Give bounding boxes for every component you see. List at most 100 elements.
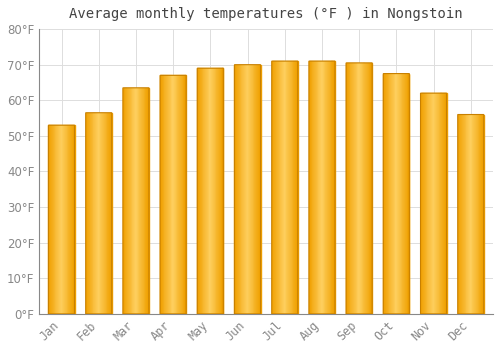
Bar: [142, 88, 143, 314]
Bar: [212, 68, 213, 314]
Bar: [204, 68, 205, 314]
Bar: [460, 114, 461, 314]
Bar: [237, 65, 238, 314]
Bar: [243, 65, 244, 314]
Bar: [309, 61, 310, 314]
Bar: [463, 114, 464, 314]
Bar: [160, 75, 161, 314]
Bar: [134, 88, 135, 314]
Bar: [361, 63, 362, 314]
Bar: [472, 114, 474, 314]
Bar: [88, 113, 89, 314]
Bar: [466, 114, 468, 314]
Bar: [66, 125, 68, 314]
Bar: [425, 93, 426, 314]
Bar: [89, 113, 90, 314]
Bar: [105, 113, 106, 314]
Bar: [167, 75, 168, 314]
Bar: [477, 114, 478, 314]
Bar: [400, 74, 402, 314]
Bar: [127, 88, 128, 314]
Bar: [360, 63, 361, 314]
Bar: [205, 68, 206, 314]
Bar: [314, 61, 315, 314]
Bar: [50, 125, 51, 314]
Bar: [246, 65, 248, 314]
Bar: [291, 61, 292, 314]
Bar: [284, 61, 286, 314]
Bar: [65, 125, 66, 314]
Bar: [470, 114, 471, 314]
Bar: [397, 74, 398, 314]
Bar: [313, 61, 314, 314]
Bar: [295, 61, 296, 314]
Bar: [316, 61, 317, 314]
Bar: [347, 63, 348, 314]
Bar: [296, 61, 297, 314]
Bar: [238, 65, 239, 314]
Bar: [56, 125, 57, 314]
Bar: [182, 75, 184, 314]
Bar: [469, 114, 470, 314]
Bar: [352, 63, 353, 314]
Bar: [161, 75, 162, 314]
Bar: [108, 113, 109, 314]
Bar: [52, 125, 53, 314]
Bar: [292, 61, 294, 314]
Bar: [144, 88, 146, 314]
Bar: [111, 113, 112, 314]
Bar: [207, 68, 208, 314]
Bar: [440, 93, 442, 314]
Bar: [245, 65, 246, 314]
Bar: [362, 63, 364, 314]
Bar: [239, 65, 240, 314]
Bar: [137, 88, 138, 314]
Bar: [252, 65, 253, 314]
Bar: [136, 88, 137, 314]
Bar: [73, 125, 74, 314]
Bar: [388, 74, 390, 314]
Bar: [211, 68, 212, 314]
Bar: [146, 88, 147, 314]
Bar: [392, 74, 393, 314]
Bar: [324, 61, 326, 314]
Bar: [141, 88, 142, 314]
Bar: [251, 65, 252, 314]
Bar: [70, 125, 71, 314]
Bar: [256, 65, 257, 314]
Bar: [408, 74, 410, 314]
Bar: [385, 74, 386, 314]
Bar: [244, 65, 245, 314]
Bar: [248, 65, 250, 314]
Bar: [394, 74, 396, 314]
Bar: [332, 61, 333, 314]
Bar: [422, 93, 423, 314]
Bar: [148, 88, 149, 314]
Bar: [218, 68, 219, 314]
Bar: [140, 88, 141, 314]
Bar: [404, 74, 405, 314]
Bar: [98, 113, 100, 314]
Bar: [96, 113, 97, 314]
Bar: [478, 114, 480, 314]
Bar: [184, 75, 186, 314]
Bar: [438, 93, 440, 314]
Bar: [350, 63, 352, 314]
Bar: [423, 93, 424, 314]
Bar: [54, 125, 56, 314]
Bar: [63, 125, 64, 314]
Bar: [461, 114, 462, 314]
Bar: [216, 68, 218, 314]
Bar: [104, 113, 105, 314]
Bar: [318, 61, 320, 314]
Bar: [176, 75, 178, 314]
Bar: [169, 75, 170, 314]
Bar: [323, 61, 324, 314]
Bar: [442, 93, 443, 314]
Bar: [437, 93, 438, 314]
Bar: [353, 63, 354, 314]
Bar: [358, 63, 359, 314]
Bar: [321, 61, 322, 314]
Bar: [276, 61, 277, 314]
Bar: [199, 68, 200, 314]
